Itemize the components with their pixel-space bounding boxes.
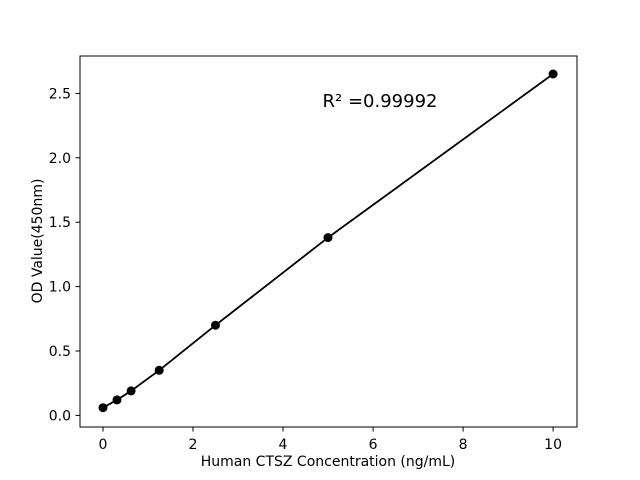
- data-point: [548, 69, 558, 79]
- series-markers: [98, 69, 558, 413]
- x-axis-ticks: 0 2 4 6 8 10: [99, 427, 562, 453]
- x-tick-label: 4: [279, 437, 288, 453]
- y-axis-label: OD Value(450nm): [30, 179, 46, 304]
- y-tick-label: 0.0: [49, 408, 71, 424]
- y-tick-label: 1.0: [49, 280, 71, 296]
- data-point: [112, 395, 122, 405]
- x-tick-label: 8: [459, 437, 468, 453]
- x-tick-label: 6: [369, 437, 378, 453]
- y-axis-ticks: 0.0 0.5 1.0 1.5 2.0 2.5: [49, 86, 80, 424]
- y-tick-label: 2.5: [49, 86, 71, 102]
- y-tick-label: 1.5: [49, 215, 71, 231]
- y-tick-label: 2.0: [49, 151, 71, 167]
- data-point: [323, 233, 333, 243]
- x-tick-label: 10: [544, 437, 562, 453]
- x-axis-label: Human CTSZ Concentration (ng/mL): [201, 454, 456, 470]
- data-point: [126, 386, 136, 396]
- data-point: [98, 403, 108, 413]
- plot-border: [79, 55, 578, 428]
- y-tick-label: 0.5: [49, 344, 71, 360]
- x-tick-label: 2: [189, 437, 198, 453]
- data-point: [211, 320, 220, 330]
- x-tick-label: 0: [99, 437, 108, 453]
- r-squared-annotation: R² =0.99992: [323, 91, 438, 112]
- data-point: [154, 365, 164, 375]
